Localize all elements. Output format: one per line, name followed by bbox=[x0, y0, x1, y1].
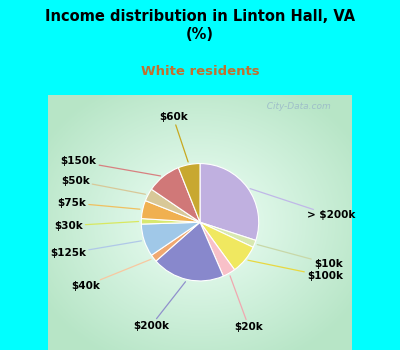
Wedge shape bbox=[141, 222, 200, 255]
Text: Income distribution in Linton Hall, VA
(%): Income distribution in Linton Hall, VA (… bbox=[45, 9, 355, 42]
Wedge shape bbox=[200, 222, 234, 276]
Text: $200k: $200k bbox=[133, 282, 186, 331]
Text: $10k: $10k bbox=[257, 245, 343, 269]
Wedge shape bbox=[142, 201, 200, 222]
Text: $30k: $30k bbox=[54, 221, 138, 231]
Wedge shape bbox=[178, 163, 200, 222]
Text: City-Data.com: City-Data.com bbox=[261, 102, 330, 111]
Wedge shape bbox=[141, 218, 200, 224]
Text: $40k: $40k bbox=[71, 259, 151, 291]
Text: $100k: $100k bbox=[248, 260, 343, 281]
Text: $20k: $20k bbox=[230, 276, 263, 332]
Wedge shape bbox=[156, 222, 223, 281]
Text: White residents: White residents bbox=[141, 65, 259, 78]
Wedge shape bbox=[146, 189, 200, 222]
Text: $60k: $60k bbox=[159, 112, 188, 162]
Text: $150k: $150k bbox=[60, 156, 160, 176]
Wedge shape bbox=[200, 163, 259, 240]
Text: $125k: $125k bbox=[50, 241, 142, 258]
Wedge shape bbox=[200, 222, 256, 247]
Wedge shape bbox=[152, 168, 200, 222]
Text: $75k: $75k bbox=[57, 198, 140, 209]
Wedge shape bbox=[152, 222, 200, 261]
Text: > $200k: > $200k bbox=[250, 189, 356, 220]
Text: $50k: $50k bbox=[61, 176, 146, 194]
Wedge shape bbox=[200, 222, 253, 270]
